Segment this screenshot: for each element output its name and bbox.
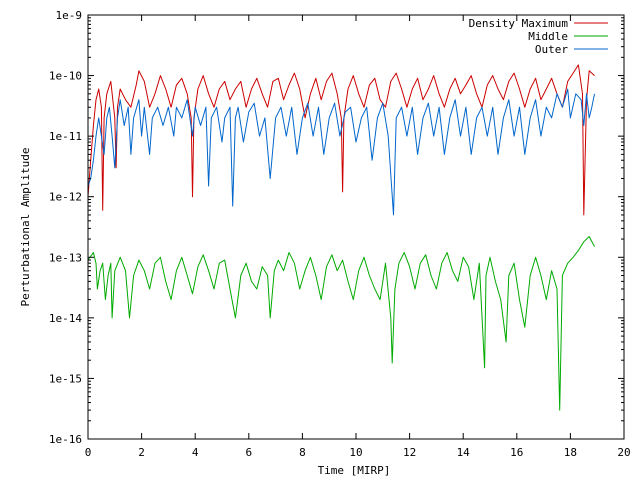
ticks-layer: 0 2 4 6 8 10 12 14 16 18 20 1e-16 1e-15 1e-14 1e-13 1e-…	[49, 9, 631, 459]
x-tick-label: 20	[617, 446, 630, 459]
x-axis-label: Time [MIRP]	[318, 464, 391, 477]
series-line-3	[87, 88, 595, 216]
x-tick-label: 4	[192, 446, 199, 459]
y-axis-label: Perturbational Amplitude	[19, 148, 32, 307]
legend-label-2: Middle	[528, 30, 568, 43]
y-tick-label: 1e-13	[49, 251, 82, 264]
y-tick-label: 1e-14	[49, 312, 82, 325]
series-layer	[87, 64, 595, 411]
x-tick-label: 0	[85, 446, 92, 459]
x-tick-label: 8	[299, 446, 306, 459]
x-tick-label: 18	[564, 446, 577, 459]
y-tick-label: 1e-12	[49, 191, 82, 204]
legend-label-1: Density Maximum	[469, 17, 569, 30]
y-tick-label: 1e-9	[56, 9, 83, 22]
x-tick-label: 16	[510, 446, 523, 459]
x-tick-label: 14	[457, 446, 471, 459]
y-tick-label: 1e-16	[49, 433, 82, 446]
y-tick-label: 1e-15	[49, 372, 82, 385]
plot-frame	[87, 14, 625, 440]
legend-label-3: Outer	[535, 43, 568, 56]
series-line-2	[87, 236, 595, 411]
x-tick-label: 12	[403, 446, 416, 459]
series-line-1	[87, 64, 595, 216]
x-tick-label: 2	[138, 446, 145, 459]
x-tick-label: 6	[245, 446, 252, 459]
y-tick-label: 1e-10	[49, 70, 82, 83]
x-tick-label: 10	[349, 446, 362, 459]
y-tick-label: 1e-11	[49, 130, 82, 143]
